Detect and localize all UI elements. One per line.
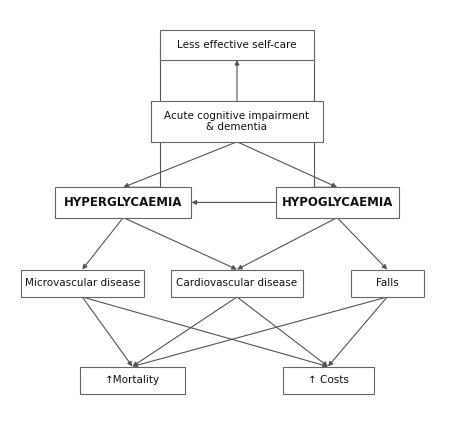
FancyBboxPatch shape — [171, 269, 303, 297]
Text: Acute cognitive impairment
& dementia: Acute cognitive impairment & dementia — [164, 111, 310, 132]
Text: HYPERGLYCAEMIA: HYPERGLYCAEMIA — [64, 196, 182, 209]
Text: ↑ Costs: ↑ Costs — [308, 375, 348, 385]
FancyBboxPatch shape — [151, 101, 323, 142]
Text: ↑Mortality: ↑Mortality — [105, 375, 160, 385]
Text: Less effective self-care: Less effective self-care — [177, 40, 297, 50]
FancyBboxPatch shape — [276, 187, 399, 218]
FancyBboxPatch shape — [21, 269, 144, 297]
FancyBboxPatch shape — [351, 269, 424, 297]
Text: Falls: Falls — [376, 278, 399, 288]
Text: HYPOGLYCAEMIA: HYPOGLYCAEMIA — [282, 196, 393, 209]
Text: Microvascular disease: Microvascular disease — [25, 278, 140, 288]
FancyBboxPatch shape — [160, 29, 314, 60]
FancyBboxPatch shape — [55, 187, 191, 218]
FancyBboxPatch shape — [283, 367, 374, 394]
Text: Cardiovascular disease: Cardiovascular disease — [176, 278, 298, 288]
FancyBboxPatch shape — [80, 367, 185, 394]
